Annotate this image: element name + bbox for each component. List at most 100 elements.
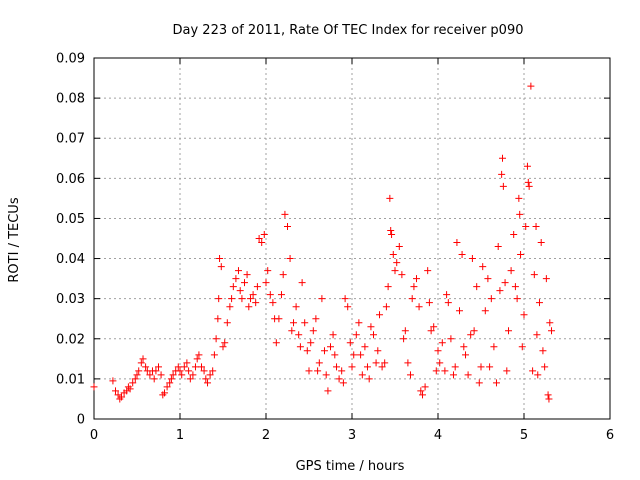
y-tick-label: 0.03	[56, 292, 85, 307]
data-point	[255, 235, 263, 242]
data-point	[398, 271, 406, 279]
y-tick-label: 0.09	[56, 52, 85, 67]
data-point	[503, 367, 511, 375]
data-point	[389, 251, 397, 259]
data-point	[477, 363, 485, 371]
data-point	[415, 303, 423, 311]
data-point	[262, 279, 270, 287]
data-point	[346, 339, 354, 347]
data-point	[534, 371, 542, 379]
data-point	[510, 230, 518, 238]
data-point	[112, 387, 119, 395]
data-point	[505, 327, 513, 335]
data-point	[470, 327, 478, 335]
data-point	[378, 363, 386, 371]
data-point	[541, 363, 549, 371]
data-point	[417, 387, 425, 395]
data-point	[322, 371, 330, 379]
data-point	[548, 327, 556, 335]
data-point	[236, 287, 244, 295]
data-point	[462, 351, 470, 359]
data-point	[357, 351, 365, 359]
data-point	[408, 295, 416, 303]
data-point	[338, 367, 346, 375]
data-point	[286, 255, 294, 263]
data-point	[210, 351, 218, 359]
data-point	[410, 283, 418, 291]
data-point	[296, 343, 304, 351]
data-point	[258, 239, 266, 247]
y-tick-label: 0.06	[56, 172, 85, 187]
x-tick-label: 4	[434, 428, 442, 443]
data-point	[376, 311, 384, 319]
data-point	[358, 371, 366, 379]
data-point	[234, 267, 242, 275]
data-point	[486, 363, 494, 371]
data-point	[406, 371, 414, 379]
data-point	[367, 323, 375, 331]
x-tick-label: 0	[90, 428, 98, 443]
data-point	[361, 343, 369, 351]
y-tick-labels: 0 0.01 0.02 0.03 0.04 0.05 0.06 0.07 0.08 0.09	[56, 52, 85, 428]
data-point	[329, 331, 337, 339]
data-point	[298, 279, 306, 287]
data-point	[350, 351, 358, 359]
data-point	[295, 331, 303, 339]
data-point	[142, 363, 150, 371]
data-point	[352, 331, 360, 339]
data-point	[288, 327, 296, 335]
data-point	[272, 339, 280, 347]
data-point	[468, 255, 476, 263]
data-point	[183, 359, 191, 367]
data-point	[520, 311, 528, 319]
data-point	[447, 335, 455, 343]
data-point	[90, 383, 98, 391]
data-point	[209, 367, 217, 375]
data-point	[384, 283, 392, 291]
data-point	[492, 379, 500, 387]
data-point	[400, 335, 408, 343]
data-point	[381, 359, 389, 367]
data-point	[238, 295, 246, 303]
data-point	[260, 230, 268, 238]
data-point	[372, 359, 380, 367]
y-tick-label: 0.07	[56, 132, 85, 147]
data-point	[305, 367, 313, 375]
x-tick-label: 5	[520, 428, 528, 443]
data-point	[226, 303, 234, 311]
data-point	[247, 295, 255, 303]
data-point	[438, 339, 446, 347]
data-point	[303, 347, 311, 355]
data-point	[135, 367, 143, 375]
data-point	[487, 295, 495, 303]
data-point	[530, 271, 538, 279]
data-point	[277, 291, 285, 299]
data-point	[152, 367, 160, 375]
data-point	[216, 255, 224, 263]
data-point	[496, 287, 504, 295]
data-point	[388, 230, 396, 238]
data-point	[432, 367, 440, 375]
data-point	[232, 275, 240, 283]
data-point	[344, 303, 352, 311]
data-point	[266, 291, 274, 299]
data-point	[324, 387, 332, 395]
y-tick-label: 0.05	[56, 212, 85, 227]
data-point	[524, 178, 532, 186]
data-point	[374, 347, 382, 355]
data-point	[527, 82, 535, 90]
data-point	[355, 319, 363, 327]
data-point	[475, 379, 483, 387]
data-point	[393, 259, 401, 267]
x-axis-label: GPS time / hours	[296, 459, 405, 474]
data-point	[542, 275, 550, 283]
data-point	[523, 162, 531, 170]
data-point	[401, 327, 409, 335]
data-point	[166, 379, 174, 387]
data-point	[507, 267, 515, 275]
data-point	[499, 154, 506, 162]
data-point	[281, 210, 289, 218]
data-point	[195, 351, 203, 359]
data-point	[314, 367, 322, 375]
